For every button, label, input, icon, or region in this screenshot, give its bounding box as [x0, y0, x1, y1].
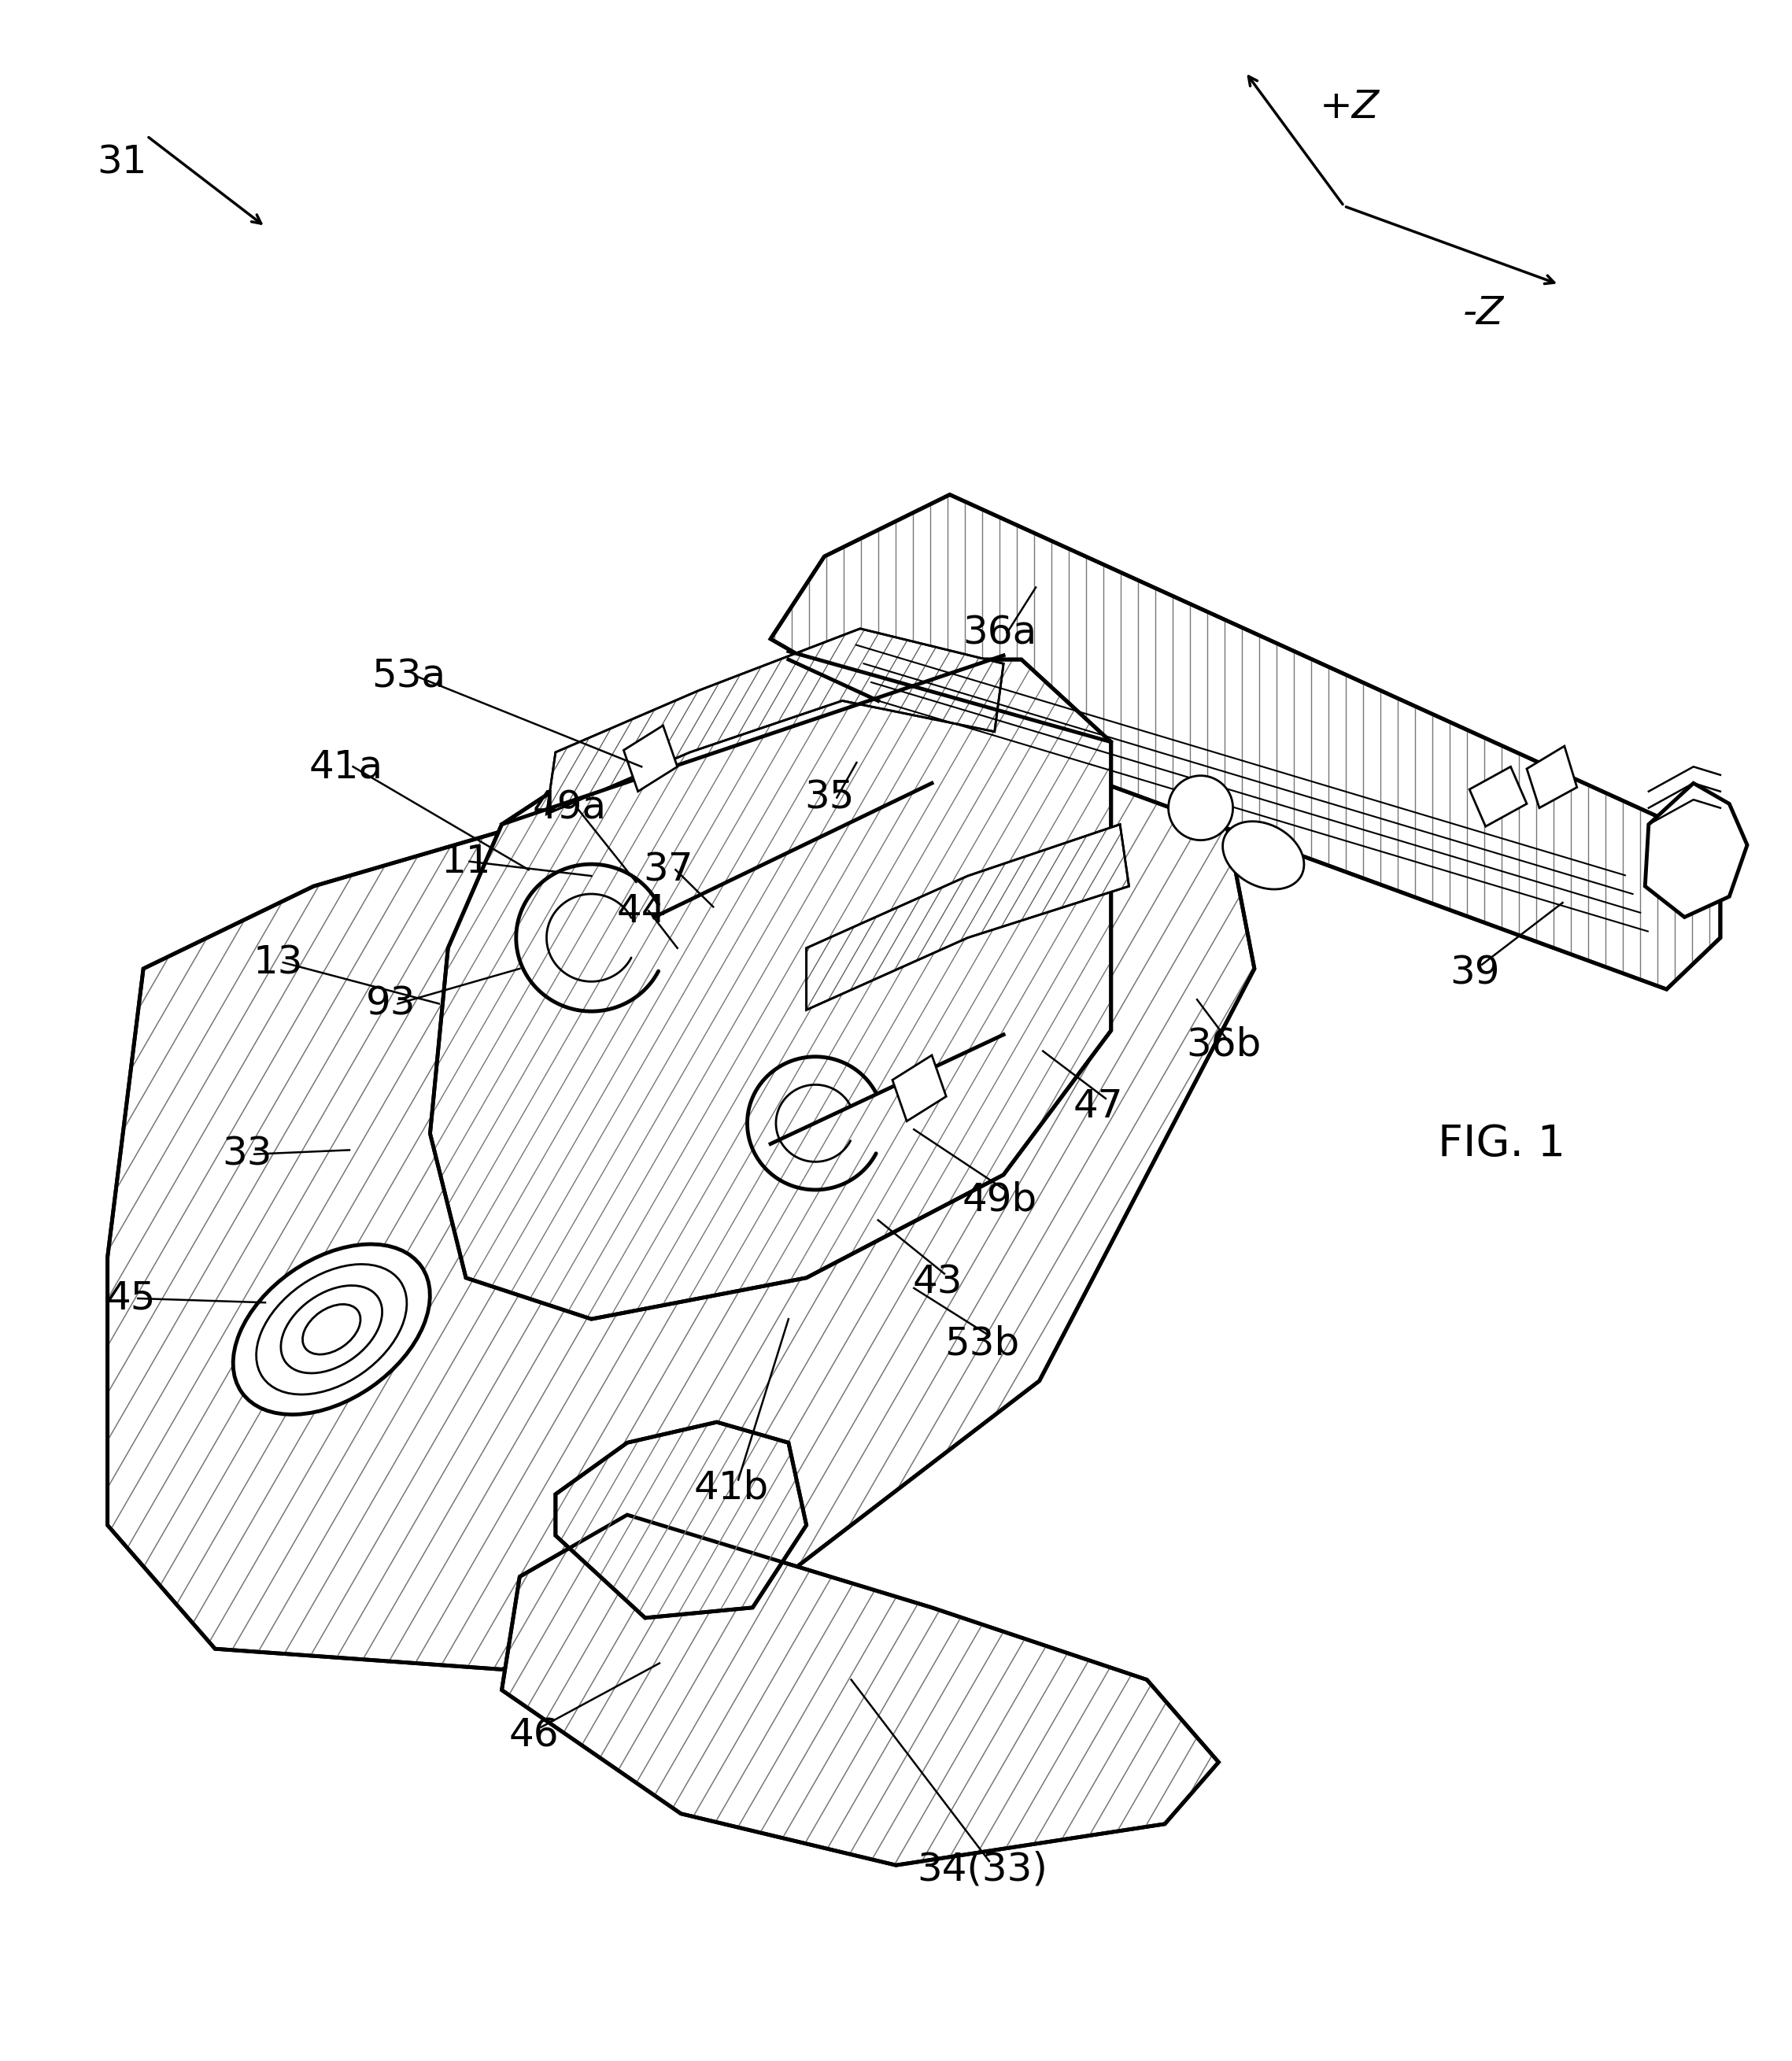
Text: 31: 31 [97, 144, 147, 181]
Polygon shape [502, 1515, 1219, 1865]
Polygon shape [892, 1055, 946, 1121]
Text: 39: 39 [1450, 954, 1500, 991]
Polygon shape [771, 495, 1720, 989]
Polygon shape [1645, 783, 1747, 917]
Text: 93: 93 [366, 985, 416, 1022]
Text: 36b: 36b [1186, 1026, 1262, 1063]
Ellipse shape [1222, 822, 1305, 888]
Text: 41a: 41a [308, 748, 383, 785]
Polygon shape [556, 1422, 806, 1618]
Polygon shape [108, 701, 1254, 1669]
Polygon shape [771, 495, 1720, 989]
Text: 45: 45 [106, 1280, 156, 1317]
Text: 33: 33 [222, 1136, 272, 1173]
Text: 37: 37 [643, 851, 694, 888]
Ellipse shape [256, 1263, 407, 1395]
Text: 41b: 41b [694, 1469, 769, 1507]
Text: 34(33): 34(33) [918, 1851, 1047, 1888]
Text: 49b: 49b [962, 1181, 1038, 1218]
Polygon shape [547, 629, 1004, 814]
Text: 49a: 49a [532, 789, 607, 826]
Polygon shape [806, 824, 1129, 1010]
Circle shape [1168, 775, 1233, 841]
Ellipse shape [233, 1245, 430, 1414]
Polygon shape [624, 725, 677, 791]
Polygon shape [556, 1422, 806, 1618]
Text: 13: 13 [253, 944, 303, 981]
Polygon shape [430, 660, 1111, 1319]
Polygon shape [1469, 767, 1527, 826]
Polygon shape [547, 629, 1004, 814]
Polygon shape [502, 1515, 1219, 1865]
Text: FIG. 1: FIG. 1 [1437, 1123, 1566, 1164]
Polygon shape [1527, 746, 1577, 808]
Text: 43: 43 [912, 1263, 962, 1300]
Text: 11: 11 [441, 843, 491, 880]
Text: 36a: 36a [962, 614, 1038, 651]
Text: 53b: 53b [944, 1325, 1020, 1362]
Ellipse shape [281, 1286, 382, 1373]
Text: 35: 35 [805, 779, 855, 816]
Text: +Z: +Z [1319, 89, 1380, 126]
Text: 53a: 53a [371, 657, 446, 695]
Text: 47: 47 [1073, 1088, 1124, 1125]
Ellipse shape [303, 1305, 360, 1354]
Polygon shape [108, 701, 1254, 1669]
Polygon shape [806, 824, 1129, 1010]
Text: 46: 46 [509, 1717, 559, 1754]
Text: 44: 44 [616, 892, 667, 930]
Polygon shape [430, 660, 1111, 1319]
Text: -Z: -Z [1464, 295, 1503, 332]
